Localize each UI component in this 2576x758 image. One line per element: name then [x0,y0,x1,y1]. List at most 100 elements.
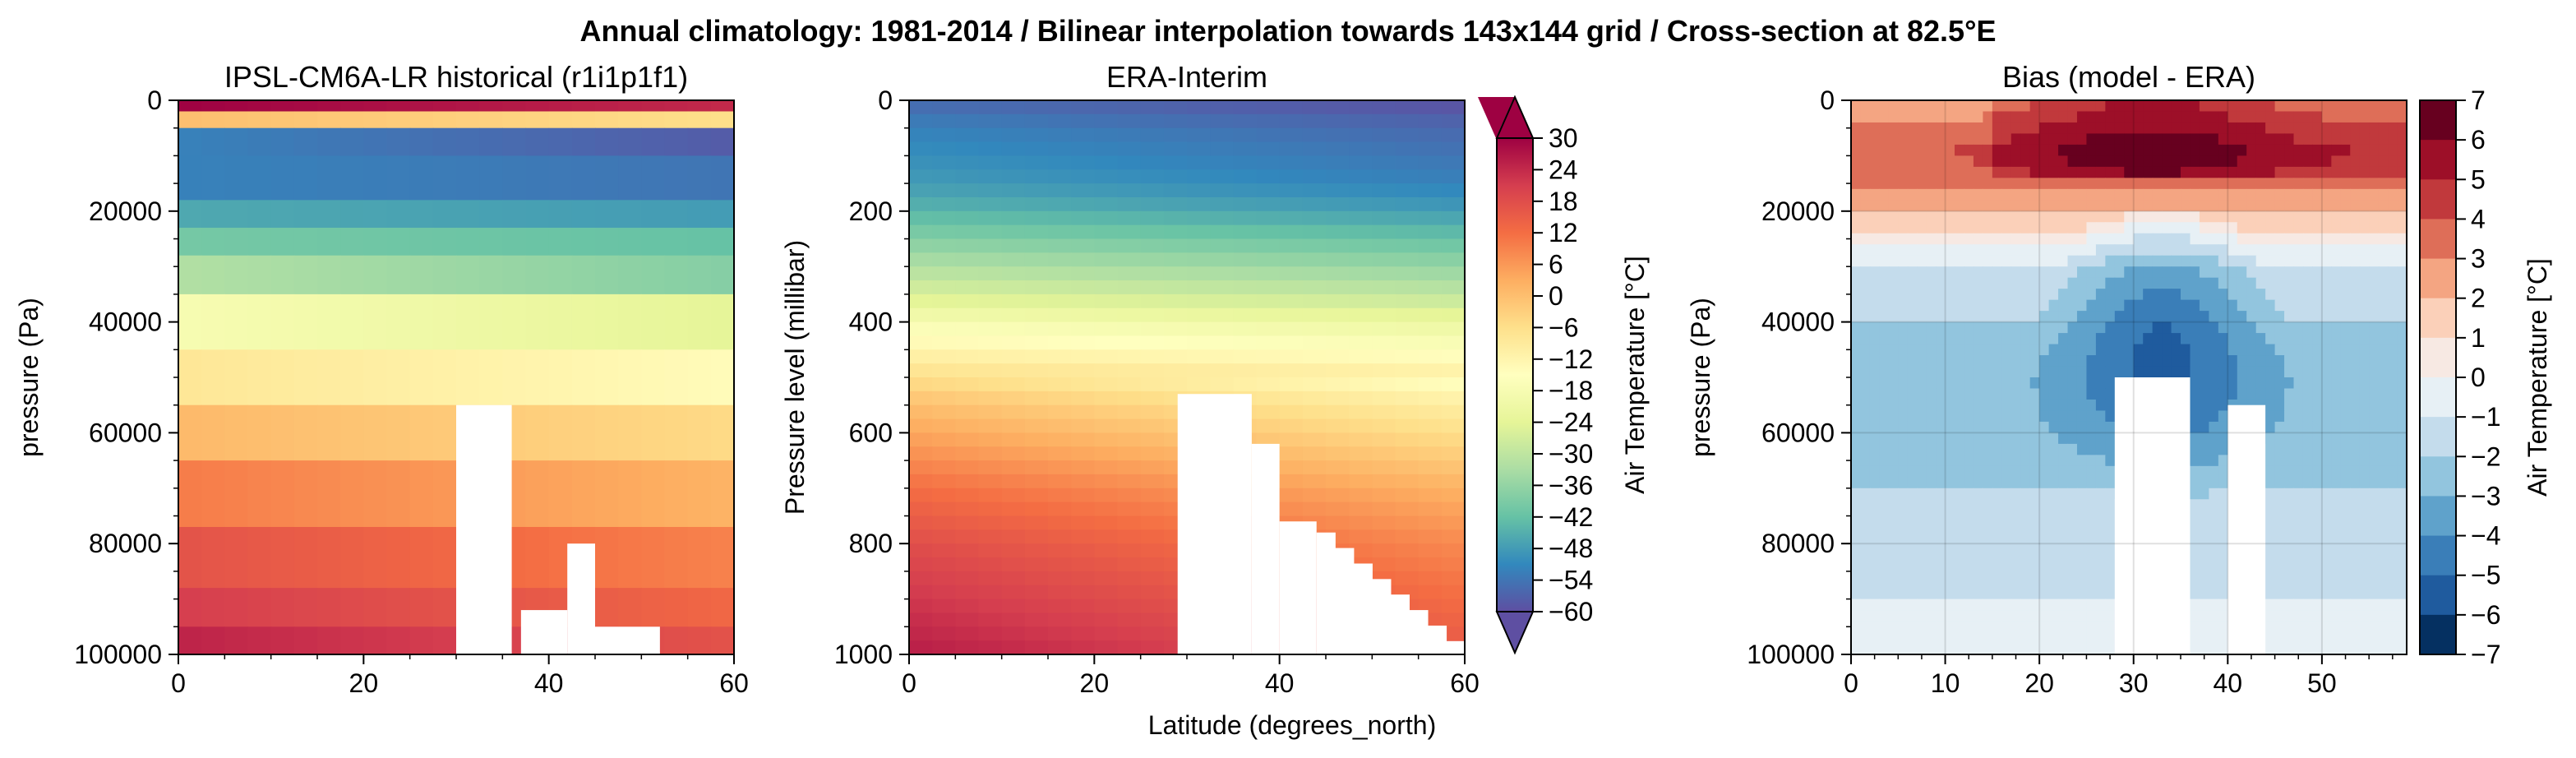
era-heatmap-cell [1094,404,1119,420]
bias-field-cell [1898,599,1909,611]
bias-field-cell [2274,510,2285,522]
bias-field-cell [2001,499,2012,511]
bias-field-cell [2020,576,2031,589]
bias-field-cell [1945,255,1955,267]
bias-field-cell [1973,299,1984,312]
bias-field-cell [2048,344,2059,356]
bias-field-cell [2067,488,2078,500]
bias-field-cell [2312,277,2323,289]
bias-field-cell [2048,321,2059,334]
era-heatmap-cell [1279,280,1304,295]
era-heatmap-cell [1071,446,1095,461]
bias-field-cell [2359,576,2370,589]
bias-field-cell [1983,643,1993,654]
bias-field-cell [2076,621,2088,633]
era-heatmap-cell [1372,196,1396,212]
era-heatmap-cell [978,640,1003,654]
bias-field-cell [2302,299,2314,312]
bias-field-cell [2284,421,2295,433]
bias-field-cell [2350,432,2361,445]
bias-field-cell [2190,432,2200,445]
model-heatmap-cell [664,228,689,257]
bias-field-cell [2199,521,2209,534]
bias-field-cell [1926,122,1937,135]
era-heatmap-cell [1001,238,1026,253]
era-heatmap-cell [1048,155,1072,170]
bias-field-cell [1898,543,1909,556]
bias-field-cell [2001,643,2012,654]
era-heatmap-cell [1441,224,1465,240]
bias-field-cell [2162,122,2172,135]
bias-field-cell [2020,410,2031,423]
bias-field-cell [1992,410,2002,423]
bias-field-cell [2010,210,2021,223]
bias-field-cell [2039,311,2050,323]
era-heatmap-cell [978,418,1003,433]
bias-field-cell [2312,443,2323,455]
bias-field-cell [2397,200,2407,212]
bias-field-cell [2359,111,2370,123]
bias-field-cell [2350,133,2361,146]
bias-field-cell [1888,554,1899,566]
bias-field-cell [2312,377,2323,390]
bias-field-cell [2039,632,2050,645]
bias-field-cell [1869,100,1880,113]
bias-field-cell [1860,621,1871,633]
bias-field-cell [2274,643,2285,654]
era-heatmap-cell [932,224,956,240]
era-heatmap-cell [1418,210,1443,226]
bias-field-cell [2190,321,2200,334]
bias-field-cell [2321,299,2332,312]
era-heatmap-cell [955,640,980,654]
bias-field-cell [2199,599,2209,611]
era-heatmap-cell [1233,100,1258,115]
era-heatmap-cell [1140,501,1165,517]
model-heatmap-cell [618,127,642,156]
bias-field-cell [2209,554,2219,566]
model-heatmap-cell [595,111,619,129]
era-heatmap-cell [1418,141,1443,156]
bias-field-cell [2086,222,2097,234]
bias-field-cell [1936,443,1946,455]
bias-field-cell [1926,244,1937,257]
era-heatmap-cell [1001,515,1026,530]
bias-field-cell [2293,144,2304,156]
bias-field-cell [2001,388,2012,400]
bias-field-cell [2312,155,2323,168]
bias-field-cell [1917,554,1927,566]
bias-field-cell [2067,455,2078,467]
era-heatmap-cell [955,460,980,475]
bias-field-cell [2058,510,2069,522]
bias-field-cell [1851,155,1862,168]
bias-field-cell [1926,255,1937,267]
bias-field-cell [2265,588,2276,600]
bias-field-cell [1992,111,2002,123]
bias-field-cell [2029,244,2040,257]
bias-field-cell [2058,477,2069,489]
bias-field-cell [2388,610,2398,622]
bias-field-cell [2199,643,2209,654]
era-heatmap-cell [1441,280,1465,295]
era-heatmap-cell [1441,612,1465,627]
bias-field-cell [2321,643,2332,654]
bias-field-cell [2199,222,2209,234]
bias-field-cell [2181,155,2191,168]
bias-field-cell [2350,421,2361,433]
model-heatmap-cell [710,526,734,589]
model-heatmap-cell [710,200,734,229]
bias-field-cell [2067,610,2078,622]
era-heatmap-cell [1071,280,1095,295]
bias-field-cell [1851,554,1862,566]
bias-field-cell [1860,166,1871,178]
bias-field-cell [2105,111,2116,123]
era-heatmap-cell [1024,321,1049,337]
bias-field-cell [1964,588,1974,600]
bias-field-cell [1945,443,1955,455]
era-heatmap-cell [1326,127,1350,143]
bias-field-cell [1973,266,1984,279]
era-heatmap-cell [1117,280,1142,295]
bias-field-cell [2058,410,2069,423]
x-tick-label: 0 [1844,668,1858,698]
bias-field-cell [2039,576,2050,589]
bias-field-cell [2162,344,2172,356]
